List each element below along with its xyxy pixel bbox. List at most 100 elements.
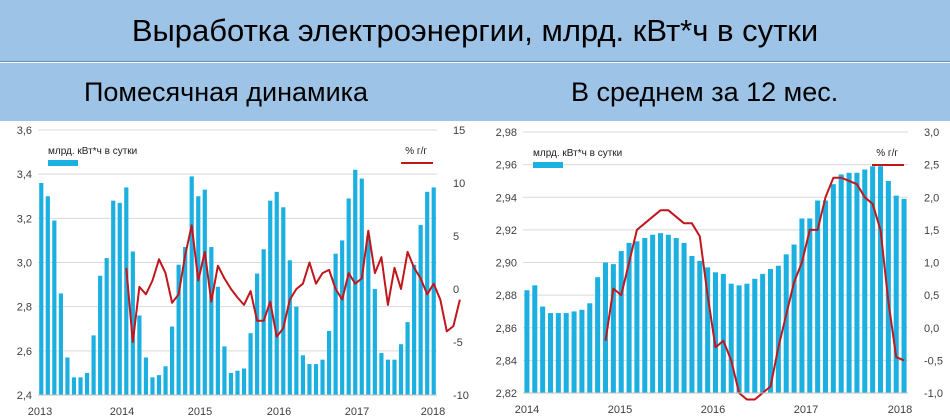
bar bbox=[673, 238, 679, 393]
bar bbox=[196, 196, 201, 395]
bar bbox=[333, 253, 338, 395]
bar bbox=[877, 166, 884, 393]
bar bbox=[320, 359, 325, 395]
bar bbox=[728, 283, 734, 393]
bar bbox=[366, 236, 371, 395]
bar bbox=[326, 330, 332, 395]
bar bbox=[689, 255, 695, 393]
bar bbox=[274, 191, 279, 395]
y-left-tick-label: 2,90 bbox=[496, 258, 517, 270]
legend-line-label: % г/г bbox=[876, 148, 898, 159]
bar bbox=[117, 202, 122, 395]
bar bbox=[104, 258, 109, 395]
y-right-tick-label: 3,0 bbox=[924, 127, 939, 139]
x-tick-label: 2015 bbox=[608, 404, 632, 416]
bar bbox=[78, 377, 83, 395]
y-right-tick-label: 15 bbox=[453, 125, 465, 137]
bar bbox=[610, 264, 616, 393]
x-tick-label: 2018 bbox=[888, 404, 912, 416]
y-right-tick-label: 5 bbox=[453, 231, 459, 243]
bar bbox=[65, 357, 70, 395]
bar bbox=[791, 244, 797, 393]
bar bbox=[176, 264, 181, 395]
y-left-tick-label: 2,82 bbox=[496, 388, 517, 400]
bar bbox=[307, 364, 312, 395]
bar bbox=[736, 285, 742, 393]
bar bbox=[547, 313, 554, 393]
legend-bar-label: млрд. кВт*ч в сутки bbox=[48, 146, 137, 157]
bar bbox=[124, 187, 129, 395]
bar bbox=[893, 195, 899, 393]
bar bbox=[822, 200, 829, 393]
y-right-tick-label: 1,5 bbox=[924, 225, 939, 237]
bar bbox=[156, 375, 162, 395]
bar bbox=[398, 344, 404, 395]
bar bbox=[854, 172, 860, 393]
bar bbox=[642, 238, 648, 393]
bar bbox=[45, 196, 50, 395]
bar bbox=[555, 313, 561, 393]
subtitle-banner: Помесячная динамика В среднем за 12 мес. bbox=[0, 63, 950, 121]
bar bbox=[563, 313, 569, 393]
bar bbox=[202, 189, 207, 395]
x-tick-label: 2015 bbox=[188, 406, 212, 418]
bar bbox=[760, 273, 766, 393]
yoy-line bbox=[604, 176, 905, 401]
y-left-tick-label: 3,4 bbox=[17, 169, 32, 181]
y-left-tick-label: 2,96 bbox=[496, 160, 517, 172]
bar bbox=[626, 242, 632, 393]
x-tick-label: 2017 bbox=[345, 406, 369, 418]
monthly-chart: 2,4 2,6 2,8 3,0 3,2 3,4 3,6 -10 -5 0 5 10 15 2013 2014… bbox=[17, 125, 469, 418]
y-left-tick-label: 3,2 bbox=[17, 213, 32, 225]
bar bbox=[815, 200, 821, 393]
x-tick-label: 2016 bbox=[701, 404, 725, 416]
bar bbox=[579, 309, 585, 393]
bar bbox=[137, 315, 142, 395]
bar bbox=[587, 303, 593, 393]
y-left-tick-label: 2,86 bbox=[496, 323, 517, 335]
bar bbox=[183, 247, 188, 395]
bar bbox=[650, 234, 656, 393]
y-left-tick-label: 2,88 bbox=[496, 290, 517, 302]
legend-bar-swatch bbox=[533, 162, 563, 168]
y-right-tick-label: 2,0 bbox=[924, 192, 939, 204]
y-right-tick-label: 0 bbox=[453, 284, 459, 296]
x-tick-label: 2016 bbox=[267, 406, 291, 418]
y-left-tick-label: 3,6 bbox=[17, 125, 32, 137]
y-right-tick-label: 10 bbox=[453, 178, 465, 190]
bar bbox=[385, 359, 391, 395]
bar bbox=[359, 178, 364, 395]
bar bbox=[39, 183, 44, 395]
bar bbox=[885, 180, 891, 393]
x-tick-label: 2014 bbox=[110, 406, 134, 418]
bar bbox=[720, 273, 726, 393]
bar bbox=[281, 207, 286, 395]
bar bbox=[901, 198, 907, 393]
legend-bar-label: млрд. кВт*ч в сутки bbox=[533, 148, 622, 159]
bar bbox=[870, 166, 876, 393]
y-left-tick-label: 2,6 bbox=[17, 346, 32, 358]
bar bbox=[681, 242, 687, 393]
y-right-tick-label: 0,5 bbox=[924, 290, 939, 302]
bar bbox=[392, 359, 397, 395]
bar bbox=[571, 311, 577, 393]
y-left-tick-label: 2,98 bbox=[496, 127, 517, 139]
bar bbox=[52, 220, 57, 395]
bar bbox=[248, 333, 253, 395]
x-tick-label: 2013 bbox=[28, 406, 52, 418]
legend-bar-swatch bbox=[48, 160, 78, 166]
bar bbox=[241, 368, 247, 395]
bar bbox=[143, 357, 149, 395]
bar bbox=[340, 240, 345, 395]
bar bbox=[255, 273, 260, 395]
bar bbox=[84, 372, 90, 395]
bar bbox=[169, 326, 175, 395]
bar bbox=[222, 346, 227, 395]
y-left-tick-label: 2,94 bbox=[496, 192, 517, 204]
x-tick-label: 2018 bbox=[421, 406, 445, 418]
y-right-tick-label: 2,5 bbox=[924, 160, 939, 172]
bar bbox=[58, 293, 63, 395]
bar bbox=[98, 275, 103, 395]
page-title: Выработка электроэнергии, млрд. кВт*ч в … bbox=[131, 12, 819, 48]
bar bbox=[524, 290, 530, 393]
